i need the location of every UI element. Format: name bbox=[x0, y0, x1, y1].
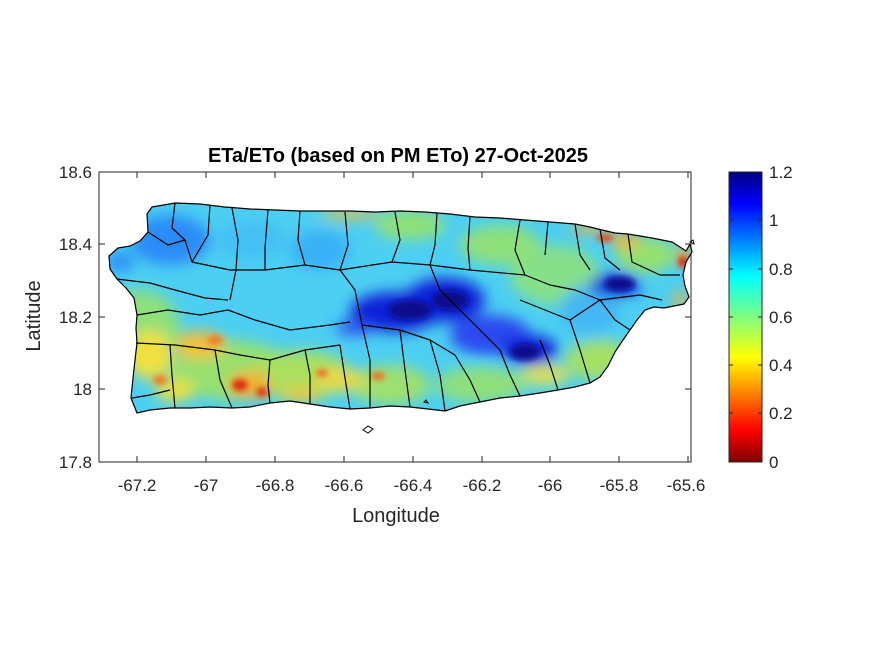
y-tick-label: 18.6 bbox=[59, 163, 92, 182]
colorbar-ticks bbox=[729, 171, 762, 463]
colorbar-tick-label: 0.4 bbox=[769, 356, 793, 375]
offshore-cay bbox=[689, 239, 695, 245]
x-tick-label: -67 bbox=[194, 476, 219, 495]
y-tick-label: 18.4 bbox=[59, 235, 92, 254]
colorbar-tick-label: 0 bbox=[769, 453, 778, 472]
x-tick-label: -67.2 bbox=[118, 476, 157, 495]
caja-de-muerto-island bbox=[362, 425, 374, 434]
y-tick-label: 17.8 bbox=[59, 453, 92, 472]
x-tick-label: -66.8 bbox=[256, 476, 295, 495]
y-tick-label: 18.2 bbox=[59, 308, 92, 327]
colorbar-tick-label: 0.2 bbox=[769, 404, 793, 423]
x-axis-label: Longitude bbox=[352, 505, 440, 527]
offshore-cay bbox=[423, 399, 430, 404]
x-tick-label: -65.8 bbox=[600, 476, 639, 495]
y-tick-label: 18 bbox=[73, 380, 92, 399]
x-axis bbox=[136, 172, 689, 462]
municipality-borders bbox=[108, 202, 693, 414]
x-tick-label: -66.6 bbox=[325, 476, 364, 495]
x-tick-label: -65.6 bbox=[667, 476, 706, 495]
colorbar-tick-label: 0.6 bbox=[769, 308, 793, 327]
colorbar-tick-label: 1 bbox=[769, 211, 778, 230]
y-axis bbox=[99, 171, 691, 463]
colorbar bbox=[728, 171, 763, 463]
colorbar-tick-label: 0.8 bbox=[769, 260, 793, 279]
x-tick-label: -66.2 bbox=[463, 476, 502, 495]
x-tick-label: -66 bbox=[538, 476, 563, 495]
colorbar-tick-label: 1.2 bbox=[769, 163, 793, 182]
y-axis-label: Latitude bbox=[23, 280, 45, 351]
x-tick-label: -66.4 bbox=[394, 476, 433, 495]
map-title: ETa/ETo (based on PM ETo) 27-Oct-2025 bbox=[208, 145, 588, 167]
